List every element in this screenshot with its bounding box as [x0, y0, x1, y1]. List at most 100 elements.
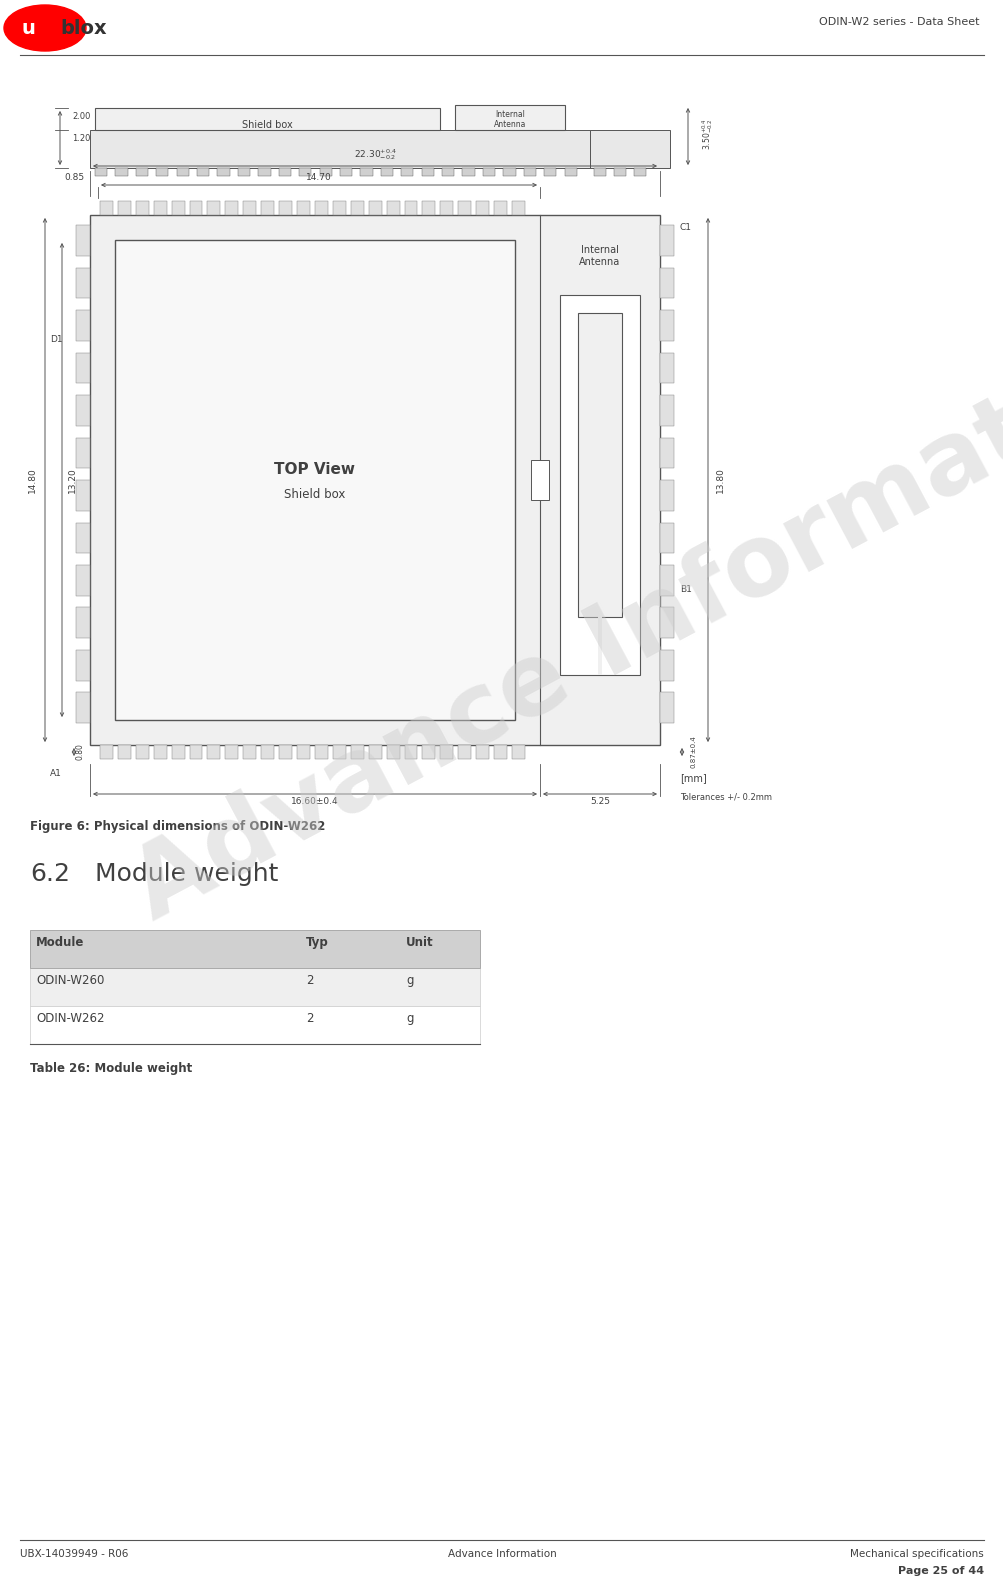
Bar — [340, 168, 352, 176]
Bar — [659, 353, 673, 383]
Bar — [386, 745, 399, 759]
Bar — [421, 168, 433, 176]
Bar — [440, 201, 453, 215]
Text: 5.25: 5.25 — [590, 797, 610, 805]
Bar — [117, 201, 130, 215]
Text: Shield box: Shield box — [284, 489, 345, 501]
Bar — [76, 225, 90, 256]
Bar — [117, 745, 130, 759]
Bar — [76, 396, 90, 426]
Bar — [243, 745, 256, 759]
Text: Advance Information: Advance Information — [117, 301, 1003, 940]
Bar — [360, 168, 372, 176]
Bar — [115, 168, 127, 176]
Text: 2.00: 2.00 — [72, 112, 90, 120]
Bar — [261, 745, 274, 759]
Bar — [208, 745, 221, 759]
Bar — [258, 168, 271, 176]
Text: 13.20: 13.20 — [67, 467, 76, 494]
Text: Figure 6: Physical dimensions of ODIN-W262: Figure 6: Physical dimensions of ODIN-W2… — [30, 819, 325, 834]
Bar — [30, 930, 479, 968]
Bar — [76, 650, 90, 680]
Bar — [243, 201, 256, 215]
Text: Tolerances +/- 0.2mm: Tolerances +/- 0.2mm — [679, 793, 771, 802]
Bar — [380, 168, 393, 176]
Bar — [190, 201, 203, 215]
Text: 2: 2 — [306, 975, 313, 987]
Bar — [440, 745, 453, 759]
Bar — [614, 168, 626, 176]
Bar — [76, 565, 90, 595]
Bar — [458, 201, 470, 215]
Bar — [172, 745, 185, 759]
Text: Page 25 of 44: Page 25 of 44 — [897, 1566, 983, 1576]
Text: 14.80: 14.80 — [27, 467, 36, 494]
Bar — [76, 522, 90, 554]
Bar — [261, 201, 274, 215]
Text: 14.70: 14.70 — [306, 172, 332, 182]
Bar — [512, 745, 525, 759]
Bar — [659, 693, 673, 723]
Text: Internal
Antenna: Internal Antenna — [493, 111, 526, 130]
Text: 1.20: 1.20 — [72, 134, 90, 142]
Bar — [238, 168, 250, 176]
Bar — [594, 168, 606, 176]
Bar — [475, 745, 488, 759]
Text: [mm]: [mm] — [679, 774, 706, 783]
Bar — [76, 693, 90, 723]
Bar — [368, 201, 381, 215]
Bar — [441, 168, 454, 176]
Bar — [503, 168, 516, 176]
Bar — [279, 168, 291, 176]
Text: A1: A1 — [50, 769, 62, 778]
Bar — [458, 745, 470, 759]
Bar — [95, 108, 439, 130]
Bar — [475, 201, 488, 215]
Bar — [524, 168, 536, 176]
Bar — [197, 168, 209, 176]
Bar — [135, 168, 147, 176]
Bar — [153, 745, 166, 759]
Text: g: g — [405, 975, 413, 987]
Bar — [560, 294, 639, 676]
Bar — [659, 396, 673, 426]
Bar — [659, 565, 673, 595]
Text: ODIN-W260: ODIN-W260 — [36, 975, 104, 987]
Text: 0.85: 0.85 — [65, 172, 85, 182]
Bar — [368, 745, 381, 759]
Bar — [422, 201, 435, 215]
Bar — [90, 130, 590, 168]
Text: 2: 2 — [306, 1012, 313, 1025]
Bar — [218, 168, 230, 176]
Text: 16.60±0.4: 16.60±0.4 — [291, 797, 338, 805]
Bar — [315, 745, 328, 759]
Bar — [659, 479, 673, 511]
Bar — [30, 1006, 479, 1044]
Bar — [659, 522, 673, 554]
Bar — [493, 201, 507, 215]
Bar — [531, 460, 549, 500]
Text: 13.80: 13.80 — [715, 467, 724, 494]
Bar — [493, 745, 507, 759]
Bar — [76, 607, 90, 638]
Text: Mechanical specifications: Mechanical specifications — [850, 1549, 983, 1558]
Bar — [404, 745, 417, 759]
Bar — [544, 168, 556, 176]
Text: 22.30$^{+0.4}_{-0.2}$: 22.30$^{+0.4}_{-0.2}$ — [353, 147, 396, 161]
Bar — [315, 201, 328, 215]
Bar — [590, 130, 669, 168]
Bar — [578, 313, 622, 617]
Bar — [135, 745, 148, 759]
Bar — [76, 479, 90, 511]
Text: Module: Module — [36, 937, 84, 949]
Text: 6.2: 6.2 — [30, 862, 70, 886]
Ellipse shape — [4, 5, 86, 51]
Bar — [386, 201, 399, 215]
Bar — [115, 240, 515, 720]
Bar — [279, 745, 292, 759]
Bar — [297, 745, 310, 759]
Bar — [659, 267, 673, 297]
Text: UBX-14039949 - R06: UBX-14039949 - R06 — [20, 1549, 128, 1558]
Bar — [95, 168, 107, 176]
Bar — [208, 201, 221, 215]
